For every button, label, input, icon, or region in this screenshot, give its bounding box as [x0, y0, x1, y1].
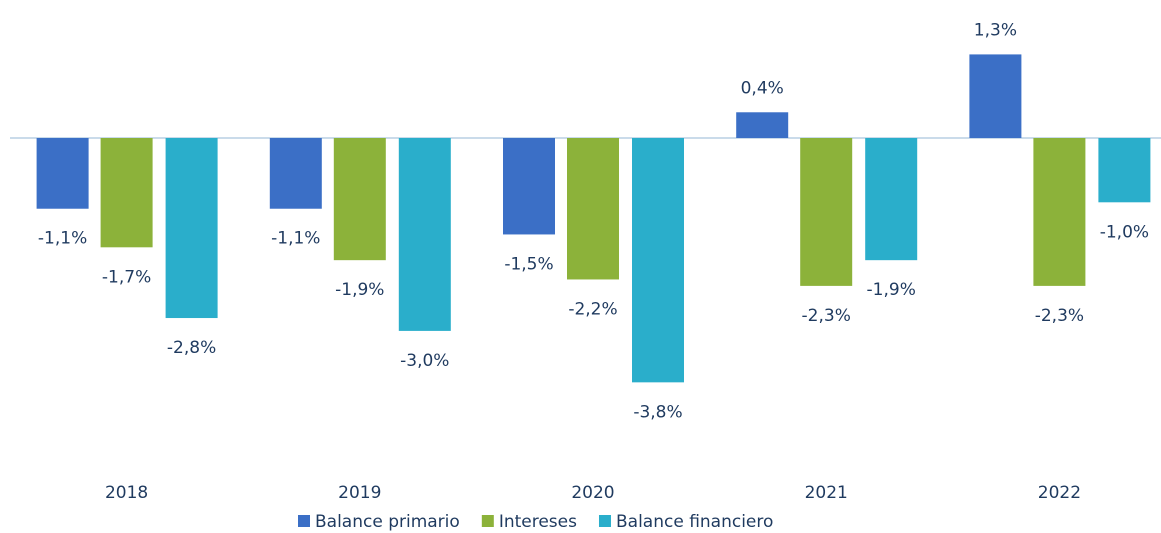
data-label: -2,3%	[802, 306, 851, 326]
bar	[36, 138, 89, 209]
bar	[1033, 138, 1086, 286]
bar	[269, 138, 322, 209]
data-label: -3,0%	[400, 351, 449, 371]
x-tick-label: 2019	[338, 483, 381, 503]
x-tick-label: 2022	[1038, 483, 1081, 503]
data-label: -1,1%	[271, 229, 320, 249]
x-tick-label: 2021	[805, 483, 848, 503]
legend-label: Balance financiero	[616, 512, 773, 532]
bar	[800, 138, 853, 286]
data-label: -2,8%	[167, 338, 216, 358]
legend-label: Balance primario	[315, 512, 460, 532]
bar	[333, 138, 386, 261]
bar	[567, 138, 619, 280]
bar	[969, 54, 1022, 138]
data-label: -1,7%	[102, 267, 151, 287]
data-label: 0,4%	[741, 78, 784, 98]
data-label: -1,1%	[38, 229, 87, 249]
legend-swatch	[298, 515, 310, 527]
data-label: 1,3%	[974, 20, 1017, 40]
data-label: -1,9%	[867, 280, 916, 300]
legend-swatch	[481, 515, 494, 527]
bar	[100, 138, 153, 248]
data-label: -1,5%	[504, 254, 553, 274]
bar	[736, 112, 789, 138]
data-label: -3,8%	[633, 402, 682, 422]
bar	[398, 138, 451, 331]
data-label: -2,2%	[568, 299, 617, 319]
bar	[503, 138, 555, 235]
bar	[865, 138, 918, 261]
bar	[1098, 138, 1151, 203]
x-tick-label: 2018	[105, 483, 148, 503]
data-label: -1,0%	[1100, 222, 1149, 242]
x-tick-label: 2020	[571, 483, 614, 503]
data-label: -1,9%	[335, 280, 384, 300]
legend-label: Intereses	[499, 512, 577, 532]
data-label: -2,3%	[1035, 306, 1084, 326]
bar	[165, 138, 218, 319]
bar	[632, 138, 684, 383]
legend-swatch	[598, 515, 611, 527]
